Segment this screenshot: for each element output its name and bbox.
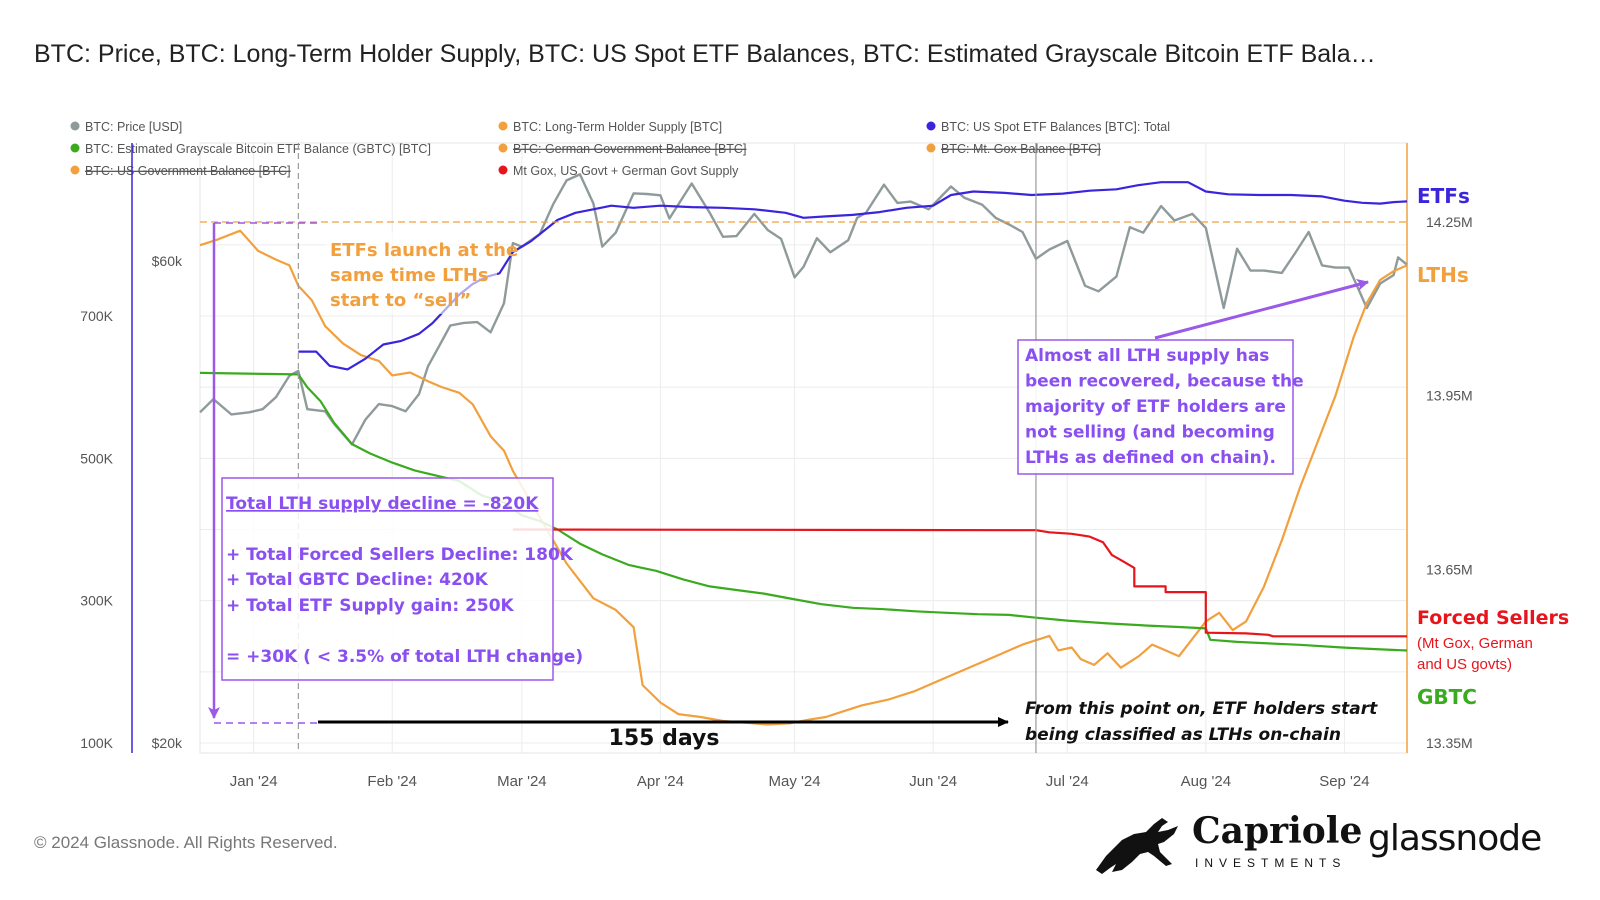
launch-annotation-bg: [325, 232, 497, 314]
legend-item-label: BTC: US Government Balance [BTC]: [85, 164, 291, 178]
x-tick-label: May '24: [769, 773, 821, 790]
glassnode-logo: glassnode: [1368, 818, 1542, 859]
axes: Jan '24 Feb '24 Mar '24 Apr '24 May '24 Jun '…: [80, 143, 1473, 790]
left-axis-etf-tick: 500K: [80, 450, 113, 466]
capriole-word: Capriole: [1192, 810, 1363, 852]
left-axis-etf-tick: 100K: [80, 735, 113, 751]
side-label-gbtc: GBTC: [1417, 685, 1477, 709]
capriole-sub: INVESTMENTS: [1195, 856, 1347, 870]
recovered-annotation: Almost all LTH supply has been recovered,…: [1025, 346, 1304, 468]
legend-item-label: Mt Gox, US Govt + German Govt Supply: [513, 164, 739, 178]
left-axis-price-tick: $60k: [152, 253, 183, 269]
legend-dot: [70, 121, 80, 131]
right-axis-lth-tick: 14.25M: [1426, 214, 1473, 230]
legend-item-label: BTC: Estimated Grayscale Bitcoin ETF Bal…: [85, 142, 431, 156]
side-label-lths: LTHs: [1417, 263, 1469, 287]
annotations: ETFs launch at the same time LTHs start to…: [200, 143, 1569, 753]
legend: BTC: Price [USD] BTC: Long-Term Holder Su…: [70, 120, 1170, 178]
legend-dot: [70, 143, 80, 153]
x-tick-label: Jun '24: [909, 773, 957, 790]
right-axis-lth-tick: 13.65M: [1426, 561, 1473, 577]
capriole-logo: Capriole INVESTMENTS: [1088, 808, 1362, 888]
lth-summary-line: = +30K ( < 3.5% of total LTH change): [226, 647, 583, 667]
legend-item-label: BTC: German Government Balance [BTC]: [513, 142, 746, 156]
legend-dot: [498, 165, 508, 175]
legend-dot: [498, 143, 508, 153]
lth-summary-line: Total LTH supply decline = -820K: [226, 494, 539, 514]
grid-lines: [200, 143, 1407, 753]
legend-item-label: BTC: Mt. Gox Balance [BTC]: [941, 142, 1101, 156]
x-tick-label: Feb '24: [367, 773, 417, 790]
copyright: © 2024 Glassnode. All Rights Reserved.: [34, 833, 338, 852]
lth-summary-box: [221, 477, 554, 681]
left-axis-etf-tick: 700K: [80, 308, 113, 324]
x-tick-label: Jul '24: [1046, 773, 1089, 790]
recovered-arrow: [1154, 278, 1369, 340]
right-axis-lth-tick: 13.35M: [1426, 735, 1473, 751]
bull-icon: [1096, 818, 1178, 874]
side-label-etfs: ETFs: [1417, 184, 1470, 208]
legend-item-label: BTC: Long-Term Holder Supply [BTC]: [513, 120, 722, 134]
gbtc-balance-line: [199, 371, 1408, 652]
right-axis-lth-tick: 13.95M: [1426, 388, 1473, 404]
legend-dot: [926, 143, 936, 153]
lth-summary-line: + Total GBTC Decline: 420K: [226, 570, 489, 590]
days-label: 155 days: [609, 726, 720, 751]
side-label-forced-sub: (Mt Gox, German and US govts): [1417, 635, 1533, 673]
chart-title: BTC: Price, BTC: Long-Term Holder Supply…: [34, 40, 1376, 68]
classification-annotation: From this point on, ETF holders start bei…: [1025, 699, 1378, 745]
etf-launch-annotation: ETFs launch at the same time LTHs start to…: [330, 240, 518, 311]
forced-sellers-line: [512, 528, 1407, 638]
x-tick-label: Jan '24: [230, 773, 278, 790]
price-line: [199, 173, 1408, 446]
lth-summary-line: + Total Forced Sellers Decline: 180K: [226, 545, 574, 565]
legend-dot: [498, 121, 508, 131]
legend-item-label: BTC: Price [USD]: [85, 120, 182, 134]
x-tick-label: Mar '24: [497, 773, 547, 790]
x-tick-label: Apr '24: [637, 773, 684, 790]
legend-dot: [926, 121, 936, 131]
side-label-forced: Forced Sellers: [1417, 607, 1569, 629]
x-tick-label: Aug '24: [1181, 773, 1231, 790]
legend-item-label: BTC: US Spot ETF Balances [BTC]: Total: [941, 120, 1170, 134]
left-axis-etf-tick: 300K: [80, 593, 113, 609]
recovered-box: [1017, 339, 1294, 475]
legend-dot: [70, 165, 80, 175]
lth-summary-line: + Total ETF Supply gain: 250K: [226, 596, 515, 616]
x-tick-label: Sep '24: [1319, 773, 1369, 790]
left-axis-price-tick: $20k: [152, 735, 183, 751]
